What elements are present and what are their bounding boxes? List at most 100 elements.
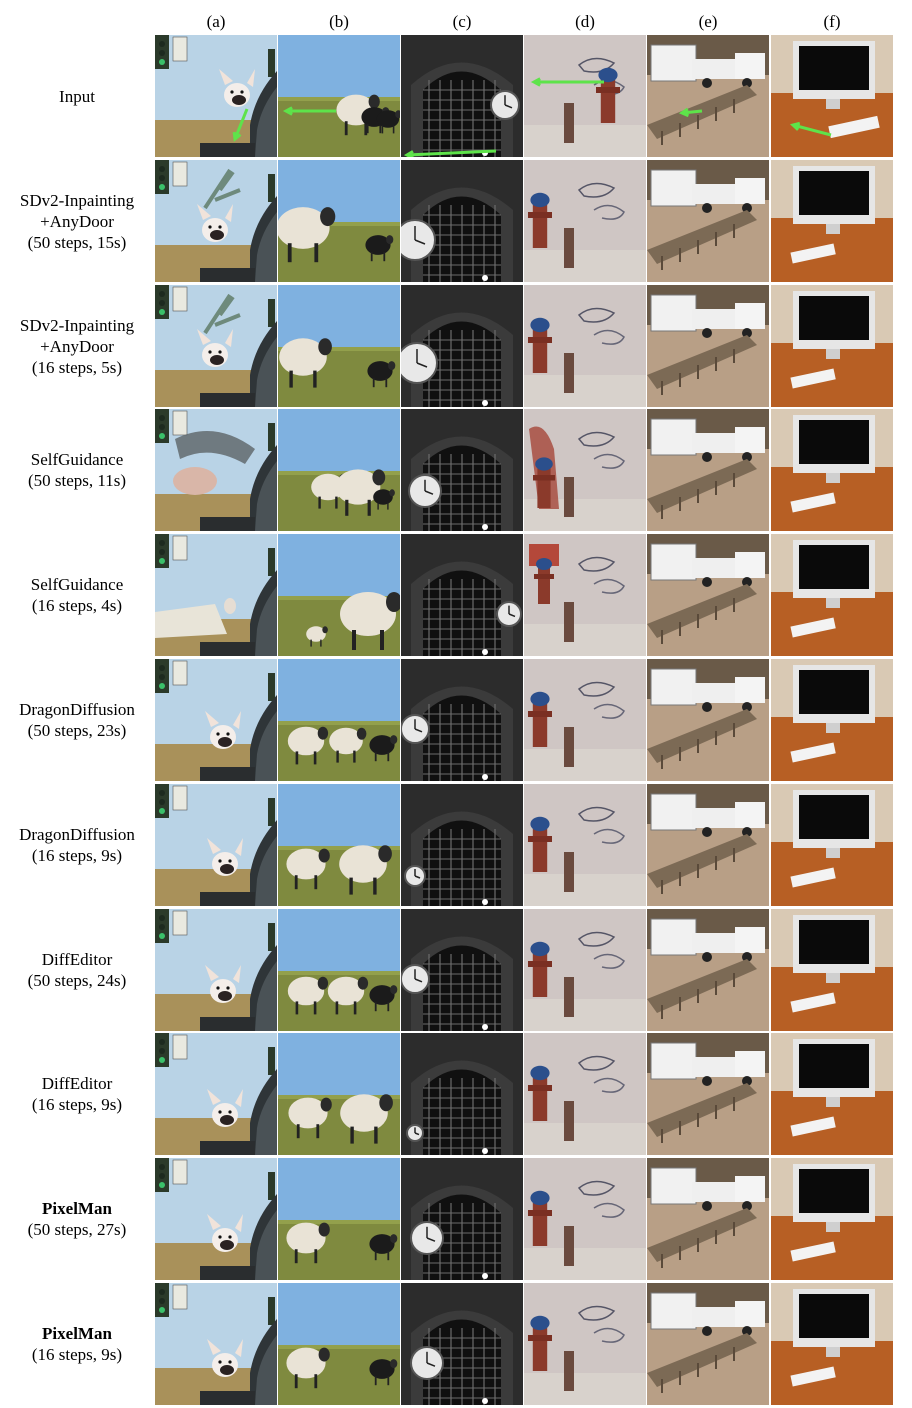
sheep-field-image: [278, 35, 400, 157]
desktop-computer-image: [771, 1158, 893, 1280]
desktop-computer-image: [771, 784, 893, 906]
sheep-field-image: [278, 909, 400, 1031]
result-row: DiffEditor (16 steps, 9s): [0, 1033, 912, 1155]
fire-hydrant-image: [524, 160, 646, 282]
desktop-computer-image: [771, 1033, 893, 1155]
trailer-bench-image: [647, 1283, 769, 1405]
fire-hydrant-image: [524, 285, 646, 407]
column-label: (d): [575, 12, 595, 31]
trailer-bench-image: [647, 409, 769, 531]
row-label-line: DiffEditor: [41, 1074, 113, 1093]
station-clock-image: [401, 285, 523, 407]
dog-in-car-image: [155, 1033, 277, 1155]
sheep-field-image: [278, 534, 400, 656]
result-row: SDv2-Inpainting +AnyDoor (16 steps, 5s): [0, 285, 912, 407]
trailer-bench-image: [647, 160, 769, 282]
station-clock-image: [401, 160, 523, 282]
station-clock-image: [401, 1033, 523, 1155]
fire-hydrant-image: [524, 534, 646, 656]
dog-in-car-image: [155, 35, 277, 157]
dog-in-car-image: [155, 1158, 277, 1280]
result-row: DiffEditor (50 steps, 24s): [0, 909, 912, 1031]
row-label-line: PixelMan: [42, 1199, 112, 1218]
station-clock-image: [401, 784, 523, 906]
station-clock-image: [401, 909, 523, 1031]
sheep-field-image: [278, 784, 400, 906]
row-label: DragonDiffusion (50 steps, 23s): [0, 659, 154, 781]
dog-in-car-image: [155, 784, 277, 906]
desktop-computer-image: [771, 160, 893, 282]
dog-in-car-image: [155, 409, 277, 531]
station-clock-image: [401, 534, 523, 656]
row-label-line: (16 steps, 9s): [31, 1345, 123, 1364]
trailer-bench-image: [647, 1158, 769, 1280]
sheep-field-image: [278, 409, 400, 531]
row-label: DragonDiffusion (16 steps, 9s): [0, 784, 154, 906]
row-label-line: (50 steps, 11s): [27, 471, 127, 490]
desktop-computer-image: [771, 35, 893, 157]
fire-hydrant-image: [524, 784, 646, 906]
row-label-line: (50 steps, 27s): [27, 1220, 127, 1239]
station-clock-image: [401, 35, 523, 157]
result-row: PixelMan (16 steps, 9s): [0, 1283, 912, 1405]
column-label: (c): [452, 12, 472, 31]
row-label-line: DragonDiffusion: [19, 700, 135, 719]
result-row: DragonDiffusion (16 steps, 9s): [0, 784, 912, 906]
station-clock-image: [401, 1158, 523, 1280]
row-label-line: SDv2-Inpainting: [19, 190, 135, 210]
result-row: SelfGuidance (16 steps, 4s): [0, 534, 912, 656]
row-label: SDv2-Inpainting +AnyDoor (50 steps, 15s): [0, 160, 154, 282]
row-label: PixelMan (16 steps, 9s): [0, 1283, 154, 1405]
sheep-field-image: [278, 285, 400, 407]
column-label: (e): [698, 12, 718, 31]
fire-hydrant-image: [524, 1158, 646, 1280]
dog-in-car-image: [155, 909, 277, 1031]
row-label: SDv2-Inpainting +AnyDoor (16 steps, 5s): [0, 285, 154, 407]
result-row: DragonDiffusion (50 steps, 23s): [0, 659, 912, 781]
row-label-line: (16 steps, 9s): [31, 1095, 123, 1114]
row-label-line: (50 steps, 23s): [27, 721, 127, 740]
result-row: SDv2-Inpainting +AnyDoor (50 steps, 15s): [0, 160, 912, 282]
fire-hydrant-image: [524, 1283, 646, 1405]
station-clock-image: [401, 659, 523, 781]
result-row: PixelMan (50 steps, 27s): [0, 1158, 912, 1280]
station-clock-image: [401, 1283, 523, 1405]
fire-hydrant-image: [524, 35, 646, 157]
column-headers: (a) (b) (c) (d) (e) (f): [0, 0, 912, 36]
fire-hydrant-image: [524, 1033, 646, 1155]
fire-hydrant-image: [524, 409, 646, 531]
row-label: SelfGuidance (50 steps, 11s): [0, 409, 154, 531]
dog-in-car-image: [155, 1283, 277, 1405]
column-label: (b): [329, 12, 349, 31]
dog-in-car-image: [155, 285, 277, 407]
dog-in-car-image: [155, 160, 277, 282]
fire-hydrant-image: [524, 659, 646, 781]
row-label-line: (50 steps, 24s): [27, 971, 127, 990]
column-label: (a): [206, 12, 226, 31]
row-label: DiffEditor (50 steps, 24s): [0, 909, 154, 1031]
row-label: SelfGuidance (16 steps, 4s): [0, 534, 154, 656]
row-label-line: DiffEditor: [41, 950, 113, 969]
trailer-bench-image: [647, 35, 769, 157]
row-label: Input: [0, 35, 154, 157]
fire-hydrant-image: [524, 909, 646, 1031]
trailer-bench-image: [647, 534, 769, 656]
row-label-line: +AnyDoor: [40, 211, 114, 231]
row-label-line: (16 steps, 9s): [31, 846, 123, 865]
sheep-field-image: [278, 659, 400, 781]
row-label-line: +AnyDoor: [40, 336, 114, 356]
row-label: DiffEditor (16 steps, 9s): [0, 1033, 154, 1155]
sheep-field-image: [278, 1033, 400, 1155]
row-label-line: (16 steps, 4s): [31, 596, 123, 615]
desktop-computer-image: [771, 909, 893, 1031]
desktop-computer-image: [771, 534, 893, 656]
trailer-bench-image: [647, 784, 769, 906]
dog-in-car-image: [155, 659, 277, 781]
row-label-line: (16 steps, 5s): [31, 357, 123, 377]
dog-in-car-image: [155, 534, 277, 656]
desktop-computer-image: [771, 285, 893, 407]
result-row: SelfGuidance (50 steps, 11s): [0, 409, 912, 531]
row-label-line: SelfGuidance: [30, 575, 124, 594]
trailer-bench-image: [647, 285, 769, 407]
desktop-computer-image: [771, 659, 893, 781]
